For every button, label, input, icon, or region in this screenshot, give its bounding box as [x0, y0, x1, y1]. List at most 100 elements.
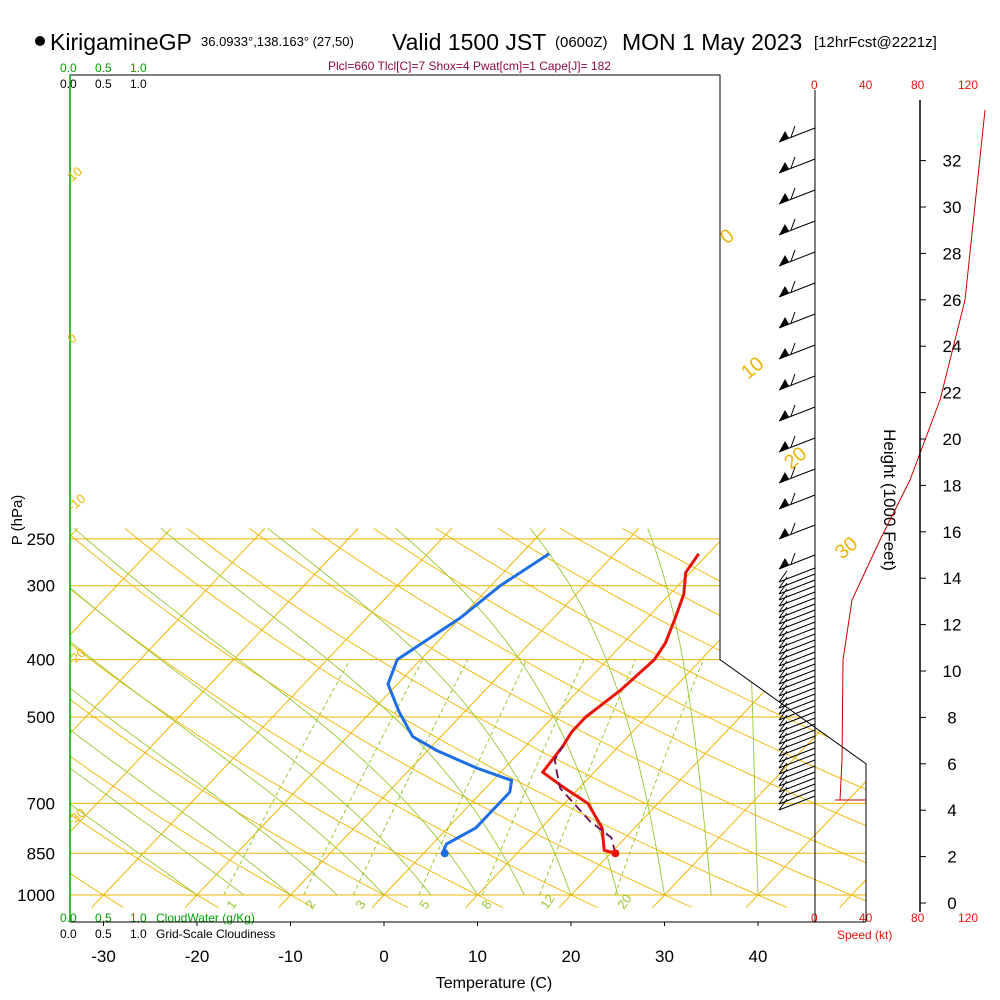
speed-axis-label: Speed (kt)	[837, 928, 892, 942]
pressure-tick-label: 700	[27, 794, 55, 813]
pressure-tick-label: 500	[27, 708, 55, 727]
dewpoint-profile	[386, 552, 550, 854]
height-tick-label: 4	[947, 801, 956, 820]
cloudwater-tick: 0.0	[60, 61, 77, 75]
height-tick-label: 26	[943, 291, 962, 310]
wind-barb	[778, 524, 816, 540]
cloudwater-tick: 0.5	[95, 61, 112, 75]
moist-adiabat	[70, 528, 198, 896]
isotherm-label: 10	[64, 164, 85, 185]
wind-barb	[778, 344, 816, 360]
height-tick-label: 16	[943, 523, 962, 542]
station-name: KirigamineGP	[50, 29, 192, 55]
cloudiness-tick: 0.0	[60, 77, 77, 91]
wind-barb-feather	[778, 768, 788, 781]
wind-barb-flag	[779, 162, 789, 173]
wind-barb-feather	[790, 373, 796, 386]
moist-adiabat	[70, 528, 338, 896]
dry-adiabat	[70, 528, 219, 908]
wind-barb-flag	[779, 317, 789, 328]
temperature-tick-label: 0	[379, 947, 388, 966]
pressure-tick-label: 1000	[17, 886, 55, 905]
moist-adiabat	[267, 528, 572, 896]
height-tick-label: 24	[943, 337, 962, 356]
isotherm-line	[371, 528, 733, 908]
station-bullet	[35, 36, 45, 46]
cloudwater-label: CloudWater (g/Kg)	[156, 911, 255, 925]
wind-barb-feather	[790, 249, 796, 262]
moist-adiabat	[160, 528, 525, 896]
mixing-ratio-label: 20	[614, 891, 635, 911]
wind-barb-flag	[779, 498, 789, 509]
speed-tick: 40	[859, 78, 873, 92]
wind-barb-feather	[790, 125, 796, 138]
wind-barb-feather	[778, 624, 788, 637]
pressure-axis-title: P (hPa)	[9, 495, 26, 546]
wind-barb-feather	[778, 744, 788, 757]
wind-barb-flag	[779, 410, 789, 421]
wind-barb-feather	[790, 466, 796, 479]
wind-barb-feather	[778, 690, 788, 703]
height-tick-label: 20	[943, 430, 962, 449]
wind-barb-feather	[778, 774, 788, 787]
speed-tick: 80	[911, 911, 925, 925]
isotherm-line	[91, 528, 453, 908]
wind-barb-flag	[779, 193, 789, 204]
dry-adiabat	[435, 528, 866, 908]
wind-barb	[778, 220, 816, 236]
dry-adiabat	[497, 528, 866, 908]
mixing-ratio-line	[303, 659, 424, 896]
speed-tick: 0	[811, 78, 818, 92]
cloud-top-scale: 0.0 0.5 1.0 0.0 0.5 1.0	[60, 61, 147, 91]
wind-barb-feather	[778, 720, 788, 733]
mixing-ratio-label: 5	[416, 897, 432, 912]
wind-barb	[778, 437, 816, 453]
dry-adiabat	[186, 528, 866, 908]
pressure-tick-label: 400	[27, 651, 55, 670]
isotherm-line	[70, 528, 172, 908]
wind-barb-feather	[778, 702, 788, 715]
wind-barb-feather	[778, 708, 788, 721]
wind-barb-feather	[790, 311, 796, 324]
wind-barb	[778, 406, 816, 422]
height-tick-label: 6	[947, 755, 956, 774]
pressure-tick-label: 250	[27, 530, 55, 549]
wind-barb-feather	[778, 672, 788, 685]
height-tick-label: 30	[943, 198, 962, 217]
temperature-tick-label: 40	[749, 947, 768, 966]
moist-adiabat	[70, 528, 291, 896]
wind-barb-feather	[778, 756, 788, 769]
height-tick-label: 0	[947, 894, 956, 913]
temperature-tick-label: 30	[655, 947, 674, 966]
wind-barb	[778, 282, 816, 298]
wind-barb-feather	[790, 492, 796, 505]
wind-barb-feather	[778, 678, 788, 691]
parcel-profile	[553, 745, 617, 854]
speed-tick: 120	[958, 78, 978, 92]
wind-barb-flag	[779, 224, 789, 235]
wind-barb-feather	[778, 594, 788, 607]
wind-barb	[778, 494, 816, 510]
moist-adiabat	[73, 528, 478, 896]
cloudiness-tick: 0.0	[60, 927, 77, 941]
cloudiness-tick: 1.0	[130, 77, 147, 91]
wind-barb-feather	[778, 786, 788, 799]
mixing-ratio-line	[418, 659, 528, 896]
wind-barb	[778, 468, 816, 484]
isotherm-line	[70, 528, 266, 908]
valid-date: MON 1 May 2023	[622, 29, 802, 55]
wind-barb-feather	[790, 552, 796, 565]
wind-barb-feather	[778, 696, 788, 709]
height-tick-label: 8	[947, 708, 956, 727]
cloudiness-tick: 1.0	[130, 927, 147, 941]
isotherm-label: -20	[64, 645, 88, 669]
isotherm-label: 0	[64, 330, 79, 346]
temperature-tick-label: -10	[278, 947, 303, 966]
wind-barb-flag	[779, 441, 789, 452]
wind-barb	[778, 189, 816, 205]
surface-dewpoint-point	[440, 849, 449, 858]
mixing-ratio-line	[352, 659, 469, 896]
wind-barb-feather	[790, 156, 796, 169]
temperature-tick-label: 20	[562, 947, 581, 966]
wind-barb-feather	[778, 570, 788, 583]
